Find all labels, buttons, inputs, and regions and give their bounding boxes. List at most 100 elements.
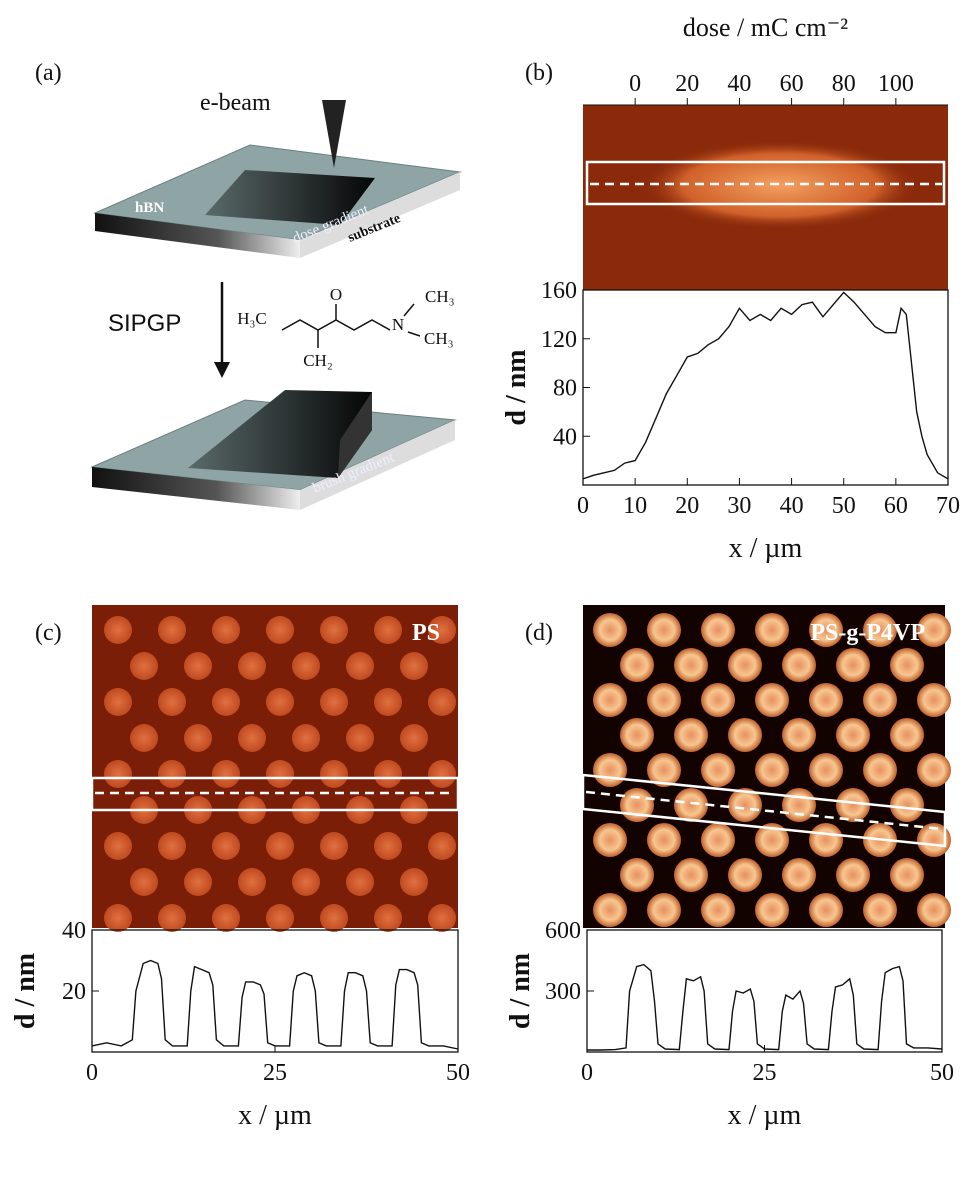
dot — [674, 648, 708, 682]
dot — [428, 904, 456, 932]
dot — [320, 688, 348, 716]
dot — [238, 724, 266, 752]
dot — [374, 904, 402, 932]
dot — [674, 718, 708, 752]
x-tick-label: 60 — [884, 493, 908, 519]
dot — [782, 718, 816, 752]
dot — [593, 613, 627, 647]
y-tick-label: 160 — [541, 278, 577, 304]
dot — [890, 788, 924, 822]
x2-tick-label: 80 — [832, 71, 856, 97]
dot — [346, 868, 374, 896]
dot — [266, 904, 294, 932]
dot — [701, 893, 735, 927]
x-tick-label: 10 — [623, 493, 647, 519]
dot — [647, 893, 681, 927]
x2-axis-label: dose / mC cm⁻² — [683, 13, 848, 42]
map-label: PS-g-P4VP — [810, 620, 925, 646]
dot — [593, 893, 627, 927]
dot — [620, 718, 654, 752]
dot — [755, 613, 789, 647]
dot — [755, 683, 789, 717]
dot — [728, 858, 762, 892]
dot — [104, 616, 132, 644]
plot-frame — [92, 930, 458, 1052]
dot — [400, 724, 428, 752]
dot — [374, 760, 402, 788]
dot — [374, 688, 402, 716]
profile-line — [92, 961, 458, 1050]
dot — [320, 760, 348, 788]
reaction-label: SIPGP — [108, 310, 181, 337]
arrow-head — [214, 362, 230, 378]
y-tick-label: 600 — [545, 918, 581, 944]
dot — [728, 718, 762, 752]
x-tick-label: 25 — [753, 1060, 777, 1086]
dot — [184, 652, 212, 680]
dot — [674, 788, 708, 822]
dot — [130, 652, 158, 680]
x-tick-label: 70 — [936, 493, 960, 519]
dot — [647, 823, 681, 857]
x-axis-label: x / µm — [729, 533, 803, 564]
map-label: PS — [412, 620, 440, 646]
dot — [755, 893, 789, 927]
formula: CH₃ — [424, 329, 454, 348]
dot — [782, 788, 816, 822]
dot — [782, 858, 816, 892]
x2-tick-label: 100 — [878, 71, 914, 97]
formula: H₃C — [237, 309, 267, 328]
y-tick-label: 20 — [62, 979, 86, 1005]
dot — [701, 823, 735, 857]
dot — [863, 683, 897, 717]
dot — [890, 858, 924, 892]
dot — [809, 893, 843, 927]
formula: CH₂ — [303, 351, 333, 370]
dot — [701, 683, 735, 717]
dot — [917, 893, 951, 927]
schematic: H₃C O CH₂ N CH₃ CH₃ e-beam hBN dose grad… — [92, 90, 460, 510]
y-axis-label: d / nm — [505, 953, 536, 1029]
profile-line — [587, 965, 942, 1050]
dot — [647, 683, 681, 717]
y-tick-label: 40 — [553, 424, 577, 450]
dot — [238, 652, 266, 680]
x-tick-label: 25 — [263, 1060, 287, 1086]
dot — [728, 648, 762, 682]
dot — [674, 858, 708, 892]
formula: O — [330, 285, 342, 304]
dot — [266, 688, 294, 716]
x-tick-label: 50 — [832, 493, 856, 519]
dot — [647, 613, 681, 647]
beam-label: e-beam — [200, 90, 271, 116]
dot — [428, 688, 456, 716]
dot — [158, 616, 186, 644]
dot — [104, 688, 132, 716]
x-tick-label: 50 — [930, 1060, 954, 1086]
dot — [701, 753, 735, 787]
dot — [320, 904, 348, 932]
dot — [917, 753, 951, 787]
dot — [292, 724, 320, 752]
dot — [320, 832, 348, 860]
y-tick-label: 40 — [62, 918, 86, 944]
y-axis-label: d / nm — [10, 953, 41, 1029]
dot — [238, 868, 266, 896]
dot — [836, 718, 870, 752]
dot — [620, 648, 654, 682]
dot — [809, 823, 843, 857]
dot — [104, 760, 132, 788]
dot — [400, 868, 428, 896]
dot — [212, 616, 240, 644]
dot — [593, 823, 627, 857]
dot — [836, 648, 870, 682]
dot — [701, 613, 735, 647]
dot — [212, 904, 240, 932]
layer-label: hBN — [135, 200, 164, 216]
formula: N — [392, 315, 404, 334]
dot — [620, 858, 654, 892]
x-tick-label: 40 — [780, 493, 804, 519]
dot — [212, 760, 240, 788]
x2-tick-label: 40 — [727, 71, 751, 97]
dot — [184, 724, 212, 752]
